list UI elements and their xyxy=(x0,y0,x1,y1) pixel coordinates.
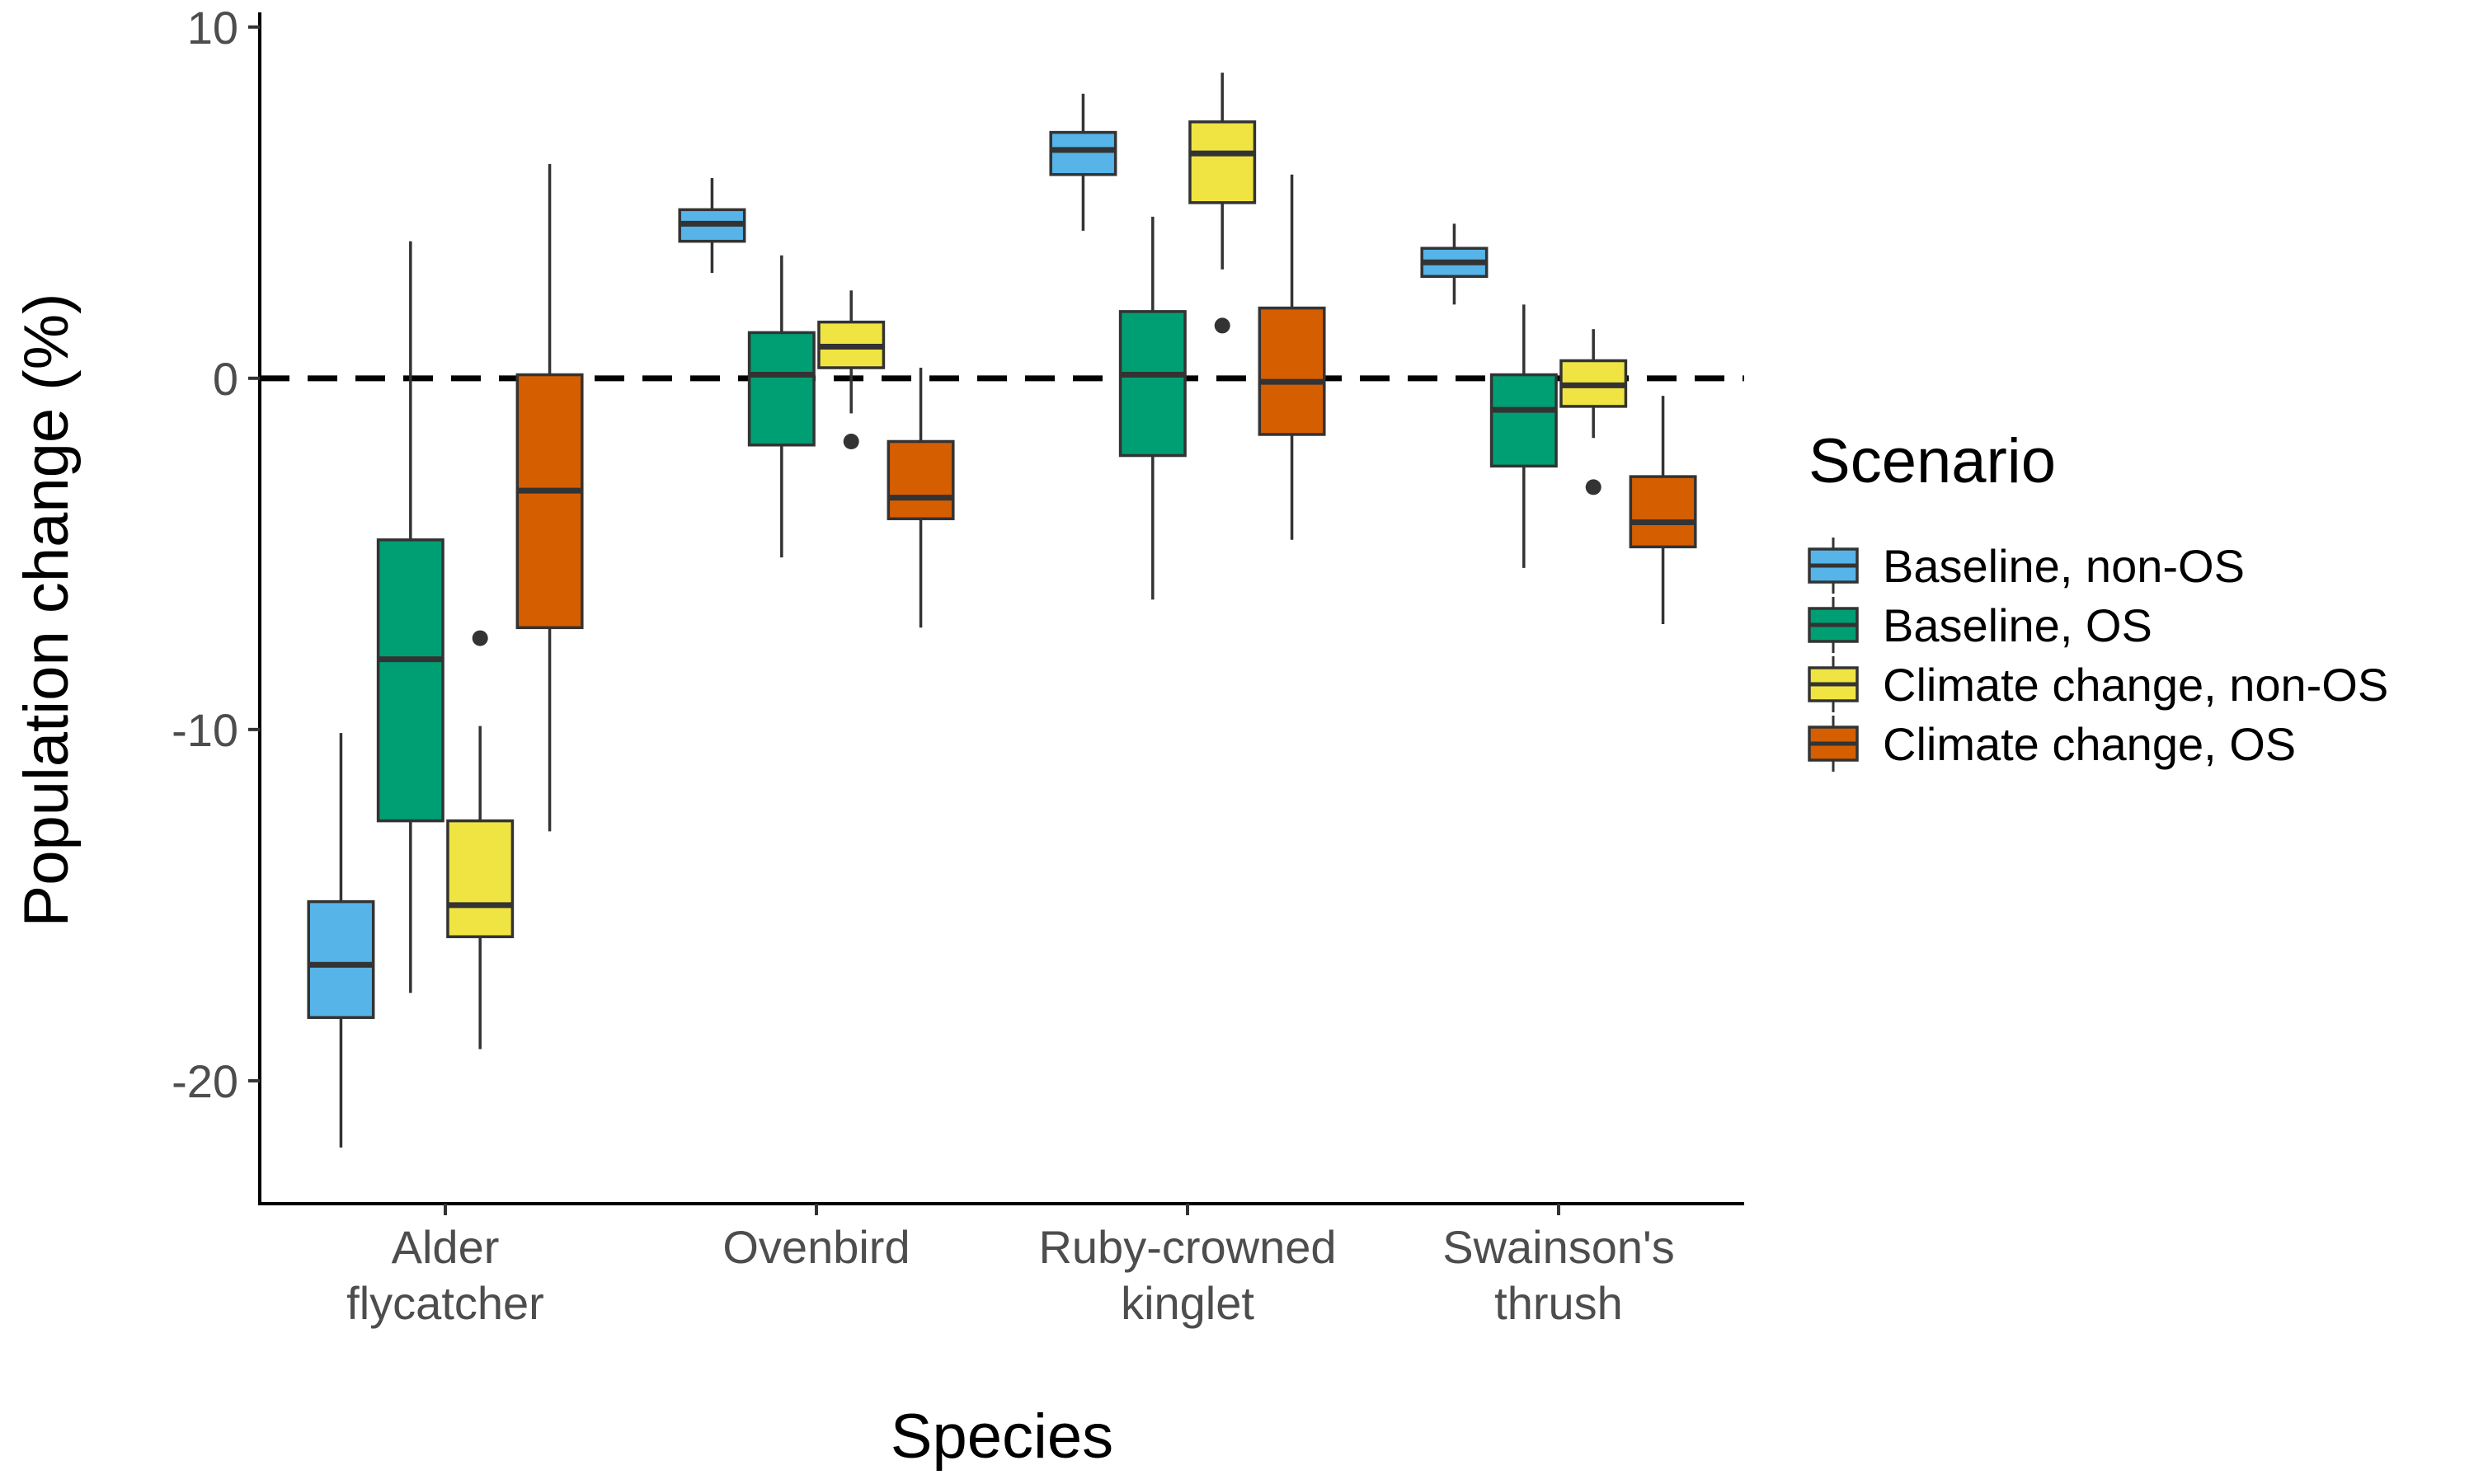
legend-label-baseline-non-os: Baseline, non-OS xyxy=(1883,540,2245,592)
box-climate-change-os-alder-flycatcher xyxy=(515,373,584,630)
outlier-climate-change-non-os-ovenbird-0 xyxy=(843,434,859,450)
box-climate-change-non-os-ruby-crowned-kinglet xyxy=(1188,120,1257,204)
x-tick-label-line: thrush xyxy=(1494,1277,1623,1329)
x-tick-label-line: Alder xyxy=(392,1221,500,1273)
legend-label-climate-change-non-os: Climate change, non-OS xyxy=(1883,659,2388,711)
x-tick-label-line: Ruby-crowned xyxy=(1038,1221,1336,1273)
legend-label-baseline-os: Baseline, OS xyxy=(1883,599,2152,651)
outlier-climate-change-non-os-alder-flycatcher-0 xyxy=(472,630,488,646)
outlier-climate-change-non-os-ruby-crowned-kinglet-0 xyxy=(1214,317,1230,334)
x-axis-title: Species xyxy=(891,1402,1113,1472)
y-tick-label-10: -10 xyxy=(172,704,238,756)
x-tick-label-alder-flycatcher: Alder flycatcher xyxy=(346,1221,544,1329)
x-tick-label-line: kinglet xyxy=(1121,1277,1254,1329)
box-baseline-os-swainson-s-thrush xyxy=(1489,373,1558,468)
box-group xyxy=(307,73,1697,1148)
box-baseline-os-ruby-crowned-kinglet xyxy=(1118,310,1187,458)
axes-group: 10 0 -10 -20 Alder flycatcher Ovenbird Ruby-cro… xyxy=(12,2,1744,1472)
x-tick-label-swainson-s-thrush: Swainson's thrush xyxy=(1442,1221,1675,1329)
box-baseline-non-os-ruby-crowned-kinglet xyxy=(1049,130,1117,176)
y-tick-label-0: 0 xyxy=(213,353,238,405)
x-tick-label-line: Ovenbird xyxy=(722,1221,910,1273)
x-tick-label-line: Swainson's xyxy=(1442,1221,1675,1273)
box-climate-change-non-os-alder-flycatcher xyxy=(446,819,515,938)
box-climate-change-os-ruby-crowned-kinglet xyxy=(1258,306,1326,436)
y-tick-label-20: -20 xyxy=(172,1055,238,1107)
y-tick-label-10: 10 xyxy=(187,2,238,54)
outlier-climate-change-non-os-swainson-s-thrush-0 xyxy=(1585,479,1602,495)
box-climate-change-os-swainson-s-thrush xyxy=(1629,475,1697,549)
box-climate-change-os-ovenbird xyxy=(887,439,955,520)
box-baseline-non-os-alder-flycatcher xyxy=(307,899,375,1019)
box-baseline-os-ovenbird xyxy=(747,331,816,447)
legend-label-climate-change-os: Climate change, OS xyxy=(1883,718,2296,770)
x-tick-label-ovenbird: Ovenbird xyxy=(722,1221,910,1273)
x-tick-label-ruby-crowned-kinglet: Ruby-crowned kinglet xyxy=(1038,1221,1336,1329)
legend: Scenario Baseline, non-OS Baseline, OS Clim… xyxy=(1808,426,2388,772)
x-tick-label-line: flycatcher xyxy=(346,1277,544,1329)
legend-title: Scenario xyxy=(1808,426,2056,496)
y-axis-title: Population change (%) xyxy=(12,294,82,928)
box-baseline-os-alder-flycatcher xyxy=(376,538,444,823)
